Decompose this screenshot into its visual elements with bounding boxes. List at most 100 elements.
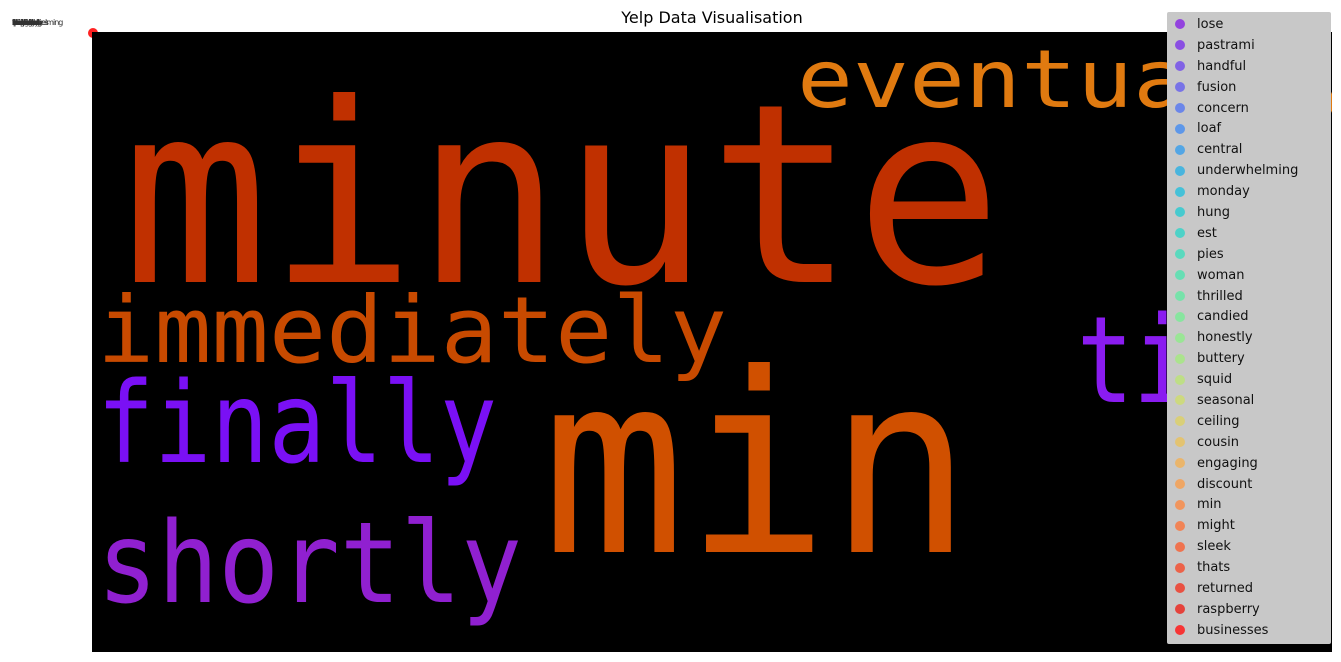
point-label: monday [14, 18, 42, 27]
legend-marker [1175, 437, 1185, 448]
legend-marker [1175, 353, 1185, 364]
point-label: squid [14, 18, 32, 27]
legend-label: businesses [1197, 622, 1269, 638]
legend-label: handful [1197, 58, 1247, 74]
point-label: hung [12, 18, 29, 27]
point-label: discount [13, 18, 40, 27]
legend-label: lose [1197, 16, 1224, 32]
word-cloud-word: finally [97, 359, 497, 489]
legend-label: fusion [1197, 79, 1237, 95]
legend-item: cousin [1167, 432, 1331, 453]
word-cloud-word: min [542, 320, 972, 611]
point-label: pies [14, 18, 27, 27]
legend-item: pastrami [1167, 35, 1331, 56]
point-label: thats [14, 18, 30, 27]
legend-item: might [1167, 515, 1331, 536]
legend-marker [1175, 541, 1185, 552]
legend-marker [1175, 144, 1185, 155]
legend-label: central [1197, 142, 1243, 158]
legend-label: loaf [1197, 121, 1222, 137]
legend-item: loaf [1167, 118, 1331, 139]
legend-item: seasonal [1167, 390, 1331, 411]
legend-label: thrilled [1197, 288, 1243, 304]
word-cloud-image: minuteeventuallyimmediatelytillfinallymi… [92, 32, 1332, 652]
legend-marker [1175, 520, 1185, 531]
legend-label: pastrami [1197, 37, 1255, 53]
point-label: fusion [12, 18, 31, 27]
legend-label: pies [1197, 246, 1224, 262]
point-label: buttery [13, 18, 36, 27]
point-label: pastrami [13, 18, 41, 27]
legend-label: discount [1197, 476, 1253, 492]
point-label: might [12, 18, 31, 27]
legend-item: central [1167, 139, 1331, 160]
legend-item: hung [1167, 202, 1331, 223]
legend: lose pastrami handful fusion concern loaf cent… [1167, 12, 1331, 644]
legend-marker [1175, 82, 1185, 93]
legend-label: cousin [1197, 434, 1239, 450]
legend-item: fusion [1167, 77, 1331, 98]
legend-label: monday [1197, 184, 1250, 200]
legend-marker [1175, 583, 1185, 594]
legend-item: lose [1167, 14, 1331, 35]
legend-marker [1175, 374, 1185, 385]
point-label: engaging [12, 18, 42, 27]
legend-marker [1175, 604, 1185, 615]
word-cloud-word: immediately [97, 277, 727, 384]
legend-marker [1175, 40, 1185, 51]
legend-item: engaging [1167, 453, 1331, 474]
legend-item: sleek [1167, 536, 1331, 557]
chart-title: Yelp Data Visualisation [621, 8, 803, 27]
point-label: cousin [14, 18, 35, 27]
legend-label: raspberry [1197, 601, 1260, 617]
legend-marker [1175, 562, 1185, 573]
point-label: sleek [13, 18, 30, 27]
legend-marker [1175, 625, 1185, 636]
word-cloud-svg: minuteeventuallyimmediatelytillfinallymi… [97, 33, 1332, 629]
legend-item: min [1167, 494, 1331, 515]
legend-label: might [1197, 518, 1235, 534]
legend-label: sleek [1197, 539, 1231, 555]
legend-item: woman [1167, 265, 1331, 286]
point-label: honestly [12, 18, 39, 27]
legend-item: est [1167, 223, 1331, 244]
point-label: central [12, 18, 34, 27]
point-label: lose [12, 18, 25, 27]
legend-item: ceiling [1167, 411, 1331, 432]
legend-item: handful [1167, 56, 1331, 77]
legend-label: squid [1197, 372, 1233, 388]
legend-label: honestly [1197, 330, 1253, 346]
legend-marker [1175, 499, 1185, 510]
legend-item: thats [1167, 557, 1331, 578]
point-label: candied [14, 18, 40, 27]
legend-label: returned [1197, 580, 1253, 596]
point-label: concern [13, 18, 39, 27]
point-label: loaf [14, 18, 26, 27]
legend-label: buttery [1197, 351, 1245, 367]
legend-label: hung [1197, 204, 1230, 220]
point-label: ceiling [13, 18, 33, 27]
legend-marker [1175, 123, 1185, 134]
legend-item: honestly [1167, 327, 1331, 348]
overlapping-point-labels: lose pastrami handful fusion concern loaf cent… [8, 18, 100, 36]
legend-item: monday [1167, 181, 1331, 202]
legend-marker [1175, 19, 1185, 30]
legend-label: min [1197, 497, 1222, 513]
legend-marker [1175, 61, 1185, 72]
point-label: woman [12, 18, 37, 27]
legend-item: buttery [1167, 348, 1331, 369]
legend-item: candied [1167, 306, 1331, 327]
legend-item: businesses [1167, 620, 1331, 641]
legend-label: underwhelming [1197, 163, 1299, 179]
point-label: seasonal [12, 18, 40, 27]
point-label: handful [14, 18, 38, 27]
point-label: min [14, 18, 27, 27]
point-label: businesses [14, 18, 49, 27]
legend-marker [1175, 228, 1185, 239]
legend-label: est [1197, 225, 1217, 241]
legend-item: squid [1167, 369, 1331, 390]
legend-marker [1175, 249, 1185, 260]
legend-marker [1175, 186, 1185, 197]
point-label: raspberry [13, 18, 44, 27]
legend-marker [1175, 207, 1185, 218]
